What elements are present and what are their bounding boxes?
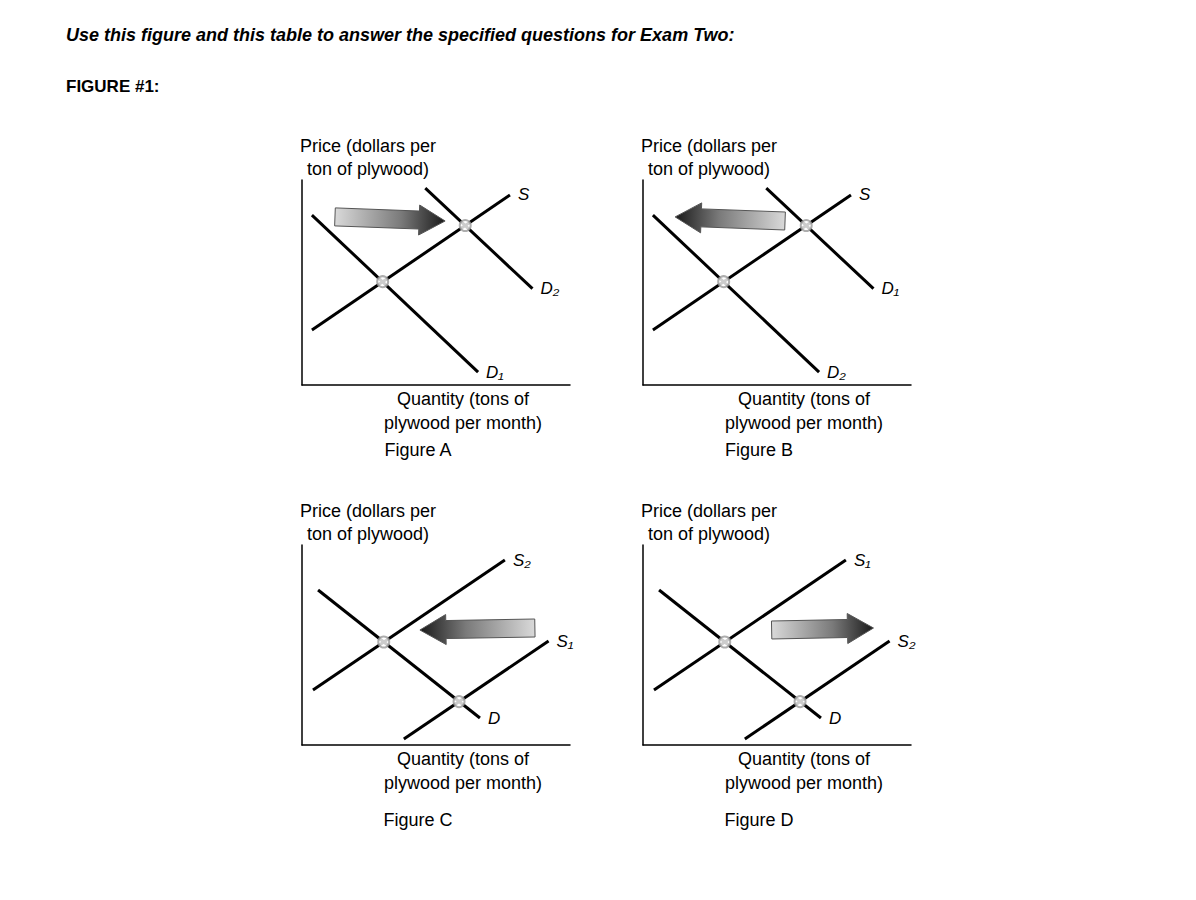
svg-text:D: D	[829, 709, 841, 728]
svg-text:FIGURE #1:: FIGURE #1:	[66, 77, 160, 96]
svg-text:Figure B: Figure B	[725, 440, 793, 460]
svg-text:ton of plywood): ton of plywood)	[648, 159, 770, 179]
svg-text:S: S	[859, 185, 871, 204]
svg-text:D₂: D₂	[540, 279, 559, 298]
svg-text:S₂: S₂	[513, 551, 531, 570]
svg-text:ton of plywood): ton of plywood)	[307, 159, 429, 179]
svg-text:S₁: S₁	[854, 551, 871, 570]
svg-text:S₂: S₂	[898, 632, 916, 651]
svg-text:ton of plywood): ton of plywood)	[307, 524, 429, 544]
svg-text:plywood per month): plywood per month)	[384, 413, 542, 433]
svg-text:D₁: D₁	[486, 363, 504, 382]
svg-text:Price (dollars per: Price (dollars per	[300, 501, 436, 521]
svg-text:D: D	[488, 709, 500, 728]
svg-text:S₁: S₁	[557, 632, 574, 651]
svg-text:Price (dollars per: Price (dollars per	[641, 136, 777, 156]
svg-text:Quantity (tons of: Quantity (tons of	[738, 389, 871, 409]
svg-text:Quantity (tons of: Quantity (tons of	[397, 389, 530, 409]
svg-text:plywood per month): plywood per month)	[725, 773, 883, 793]
svg-text:D₁: D₁	[881, 279, 899, 298]
svg-text:Figure D: Figure D	[724, 810, 793, 830]
svg-text:Price (dollars per: Price (dollars per	[300, 136, 436, 156]
svg-text:plywood per month): plywood per month)	[725, 413, 883, 433]
svg-text:Use this figure and this table: Use this figure and this table to answer…	[66, 25, 734, 45]
svg-text:Figure C: Figure C	[383, 810, 452, 830]
svg-text:Quantity (tons of: Quantity (tons of	[397, 749, 530, 769]
svg-text:ton of plywood): ton of plywood)	[648, 524, 770, 544]
svg-text:Quantity (tons of: Quantity (tons of	[738, 749, 871, 769]
svg-text:plywood per month): plywood per month)	[384, 773, 542, 793]
svg-text:S: S	[518, 185, 530, 204]
svg-text:Figure A: Figure A	[384, 440, 451, 460]
svg-text:Price (dollars per: Price (dollars per	[641, 501, 777, 521]
svg-text:D₂: D₂	[827, 363, 846, 382]
